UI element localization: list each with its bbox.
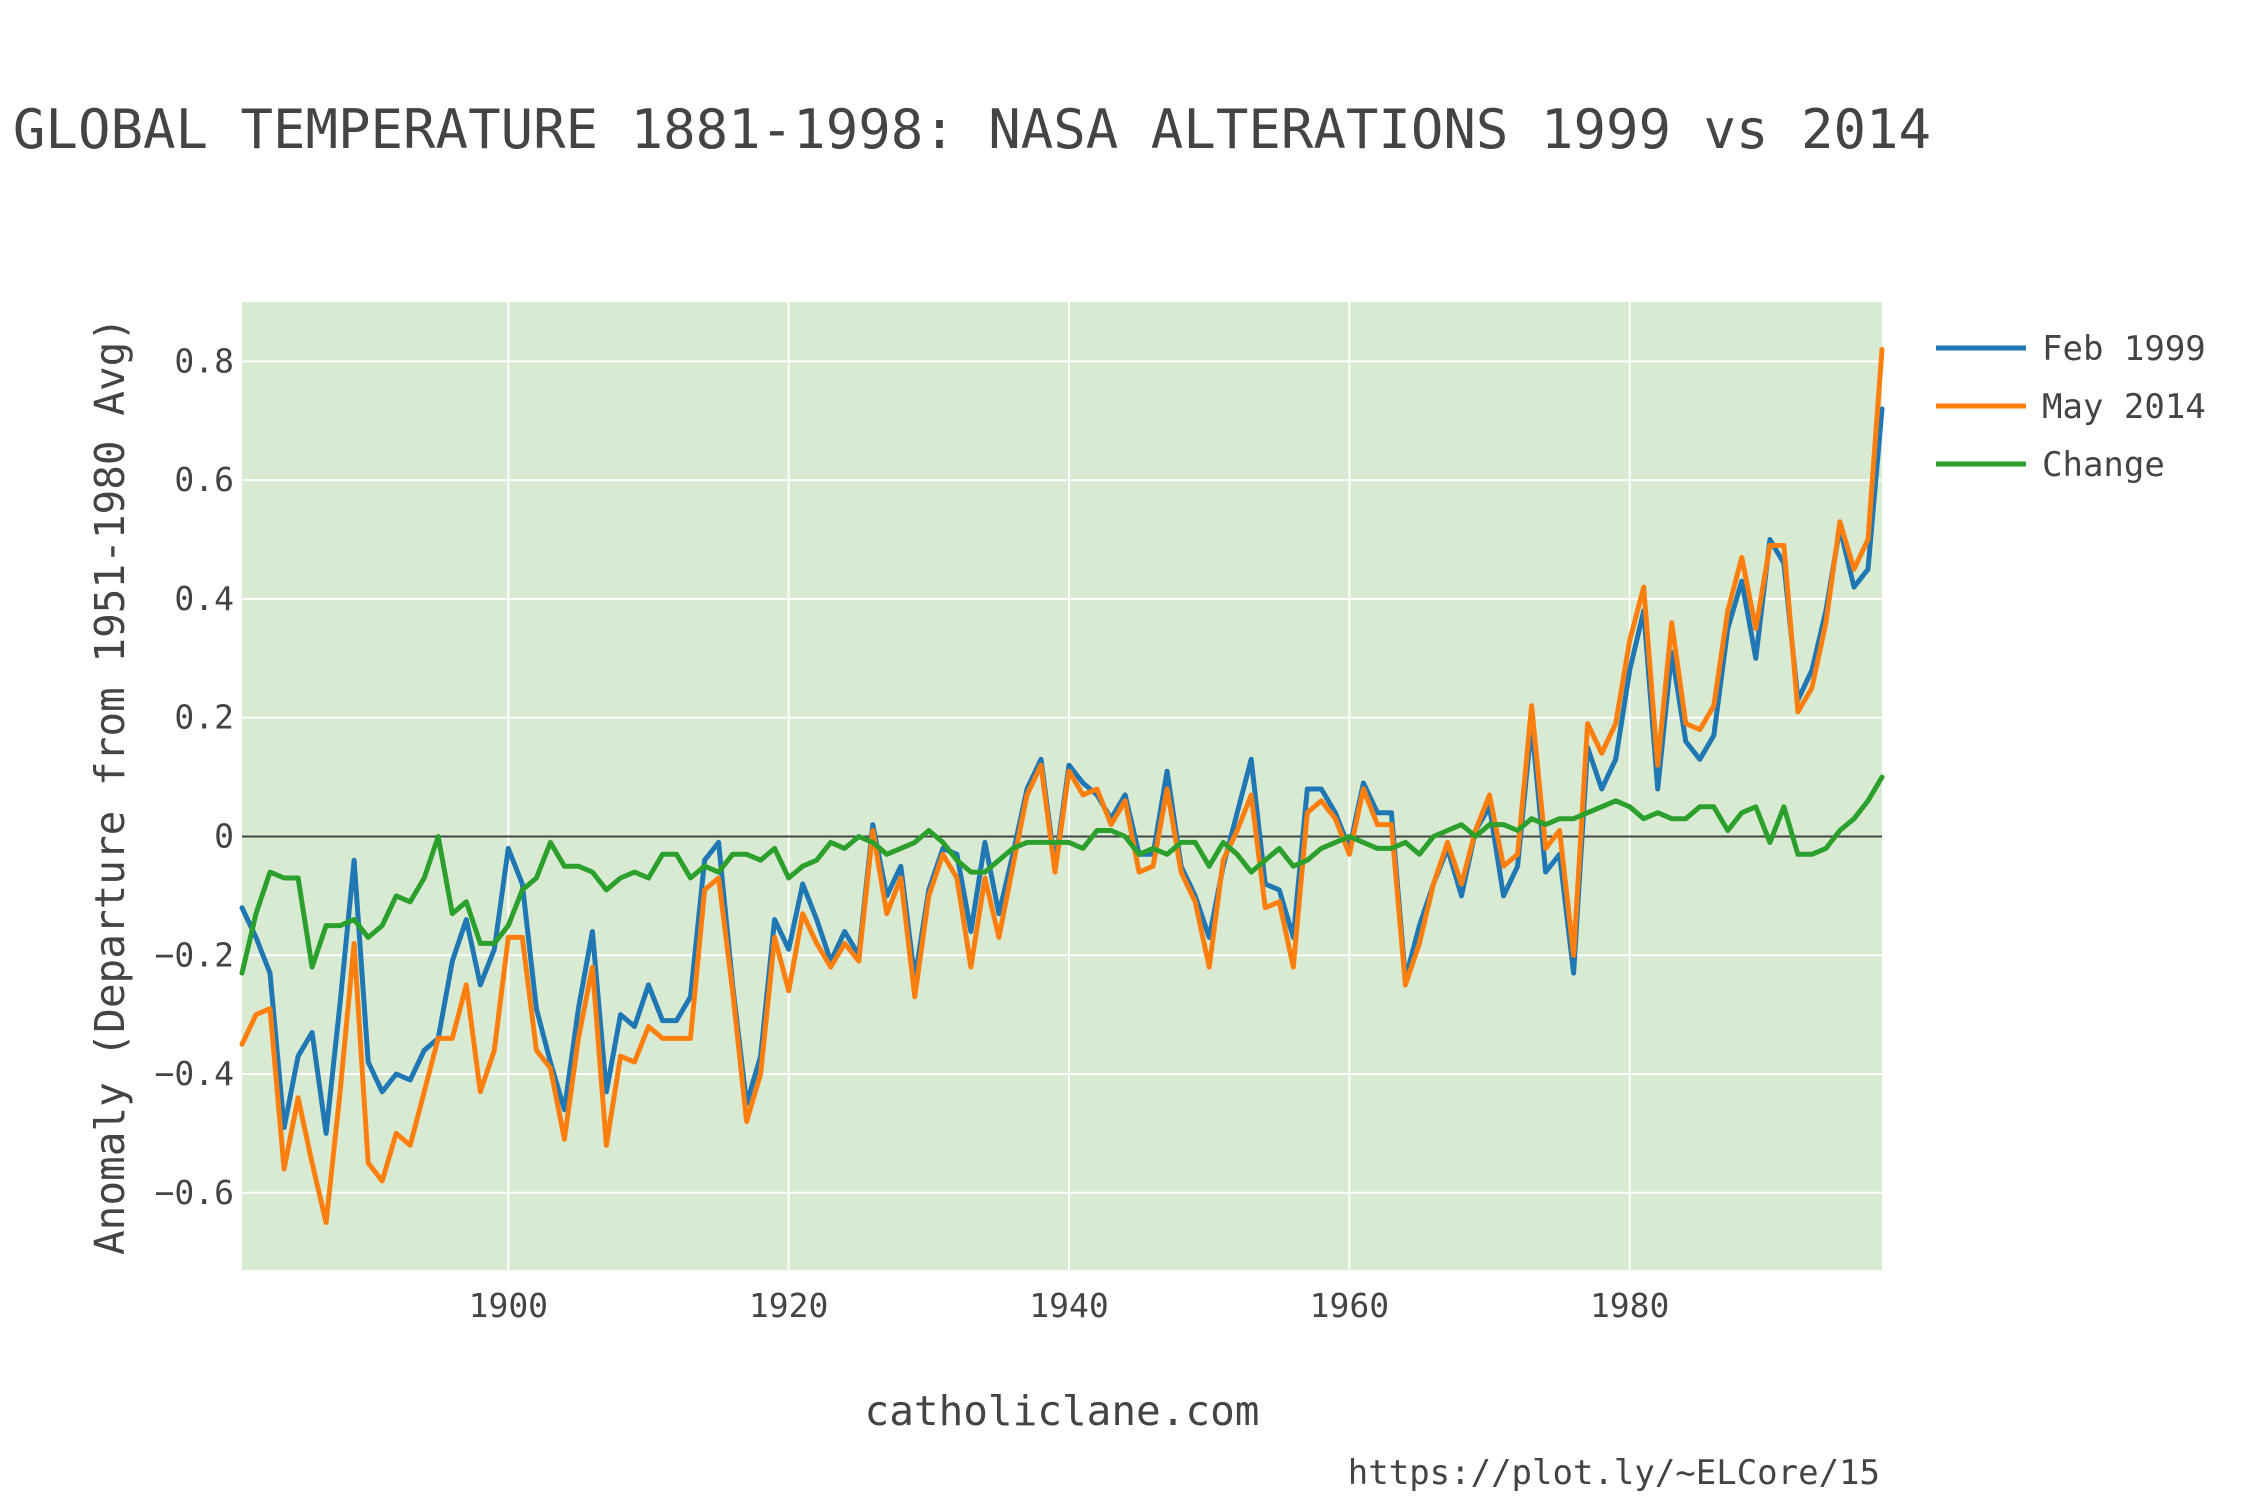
x-tick-label: 1900 xyxy=(469,1286,548,1325)
y-tick-label: 0 xyxy=(214,816,234,855)
grid-lines xyxy=(242,302,1882,1270)
legend-item[interactable]: Feb 1999 xyxy=(1936,329,2206,369)
y-tick-label: 0.4 xyxy=(174,579,234,618)
legend-label: Change xyxy=(2042,445,2165,485)
y-axis-title: Anomaly (Departure from 1951-1980 Avg) xyxy=(86,317,134,1255)
legend-label: May 2014 xyxy=(2042,387,2206,427)
y-tick-label: 0.6 xyxy=(174,460,234,499)
x-tick-label: 1960 xyxy=(1310,1286,1389,1325)
plot-background xyxy=(242,302,1882,1270)
x-tick-label: 1980 xyxy=(1590,1286,1669,1325)
y-tick-label: −0.2 xyxy=(155,935,234,974)
y-tick-label: −0.4 xyxy=(155,1054,234,1093)
legend-label: Feb 1999 xyxy=(2042,329,2206,369)
y-tick-label: −0.6 xyxy=(155,1173,234,1212)
legend-item[interactable]: May 2014 xyxy=(1936,387,2206,427)
y-axis-ticks: 0.8 0.6 0.4 0.2 0 −0.2 −0.4 −0.6 xyxy=(155,341,234,1211)
y-tick-label: 0.2 xyxy=(174,698,234,737)
x-axis-title: catholiclane.com xyxy=(865,1387,1260,1435)
chart-title: GLOBAL TEMPERATURE 1881-1998: NASA ALTER… xyxy=(13,98,1931,161)
legend-item[interactable]: Change xyxy=(1936,445,2165,485)
x-axis-ticks: 1900 1920 1940 1960 1980 xyxy=(469,1286,1670,1325)
x-tick-label: 1920 xyxy=(749,1286,828,1325)
series-lines xyxy=(239,347,1885,1225)
y-tick-label: 0.8 xyxy=(174,341,234,380)
plot-credit-link[interactable]: https://plot.ly/~ELCore/15 xyxy=(1348,1453,1880,1493)
series-line-change[interactable] xyxy=(239,774,1885,976)
series-line-may-2014[interactable] xyxy=(239,347,1885,1225)
legend: Feb 1999 May 2014 Change xyxy=(1936,329,2206,485)
x-tick-label: 1940 xyxy=(1029,1286,1108,1325)
